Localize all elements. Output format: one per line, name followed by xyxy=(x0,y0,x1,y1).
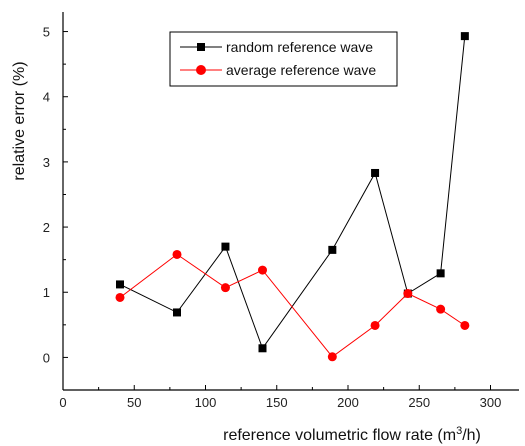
x-tick-label: 50 xyxy=(127,395,141,410)
y-tick-label: 2 xyxy=(43,220,50,235)
series-random xyxy=(116,32,469,353)
legend-marker-random xyxy=(197,43,205,51)
data-point xyxy=(172,249,182,259)
y-tick-label: 4 xyxy=(43,90,50,105)
x-axis-title-main: reference volumetric flow rate (m xyxy=(223,427,456,444)
y-tick-label: 1 xyxy=(43,285,50,300)
data-point xyxy=(221,242,230,251)
x-axis-title-sup: 3 xyxy=(456,425,462,437)
data-point xyxy=(328,245,337,254)
data-point xyxy=(173,308,181,317)
data-point xyxy=(327,352,337,362)
data-point xyxy=(403,289,413,299)
legend-box xyxy=(169,31,398,87)
series-average xyxy=(115,249,470,362)
legend: random reference wave average reference … xyxy=(169,31,398,87)
x-axis-title-tail: /h) xyxy=(462,427,481,444)
x-tick-label: 150 xyxy=(266,395,288,410)
x-tick-label: 300 xyxy=(480,395,502,410)
x-tick-label: 250 xyxy=(408,395,430,410)
legend-label-average: average reference wave xyxy=(226,62,376,78)
data-point xyxy=(460,32,469,41)
x-axis-title: reference volumetric flow rate (m3/h) xyxy=(223,425,481,444)
data-point xyxy=(436,269,445,278)
y-tick-label: 3 xyxy=(43,155,50,170)
legend-marker-average xyxy=(196,65,206,75)
y-tick-label: 0 xyxy=(43,350,50,365)
y-axis-title: relative error (%) xyxy=(11,61,28,180)
x-tick-label: 100 xyxy=(195,395,217,410)
y-tick-label: 5 xyxy=(43,25,50,40)
data-point xyxy=(371,168,380,177)
data-point xyxy=(370,320,380,330)
data-point xyxy=(436,304,446,314)
ticks: 0 50 100 150 200 250 300 0 1 2 3 4 5 xyxy=(43,25,502,410)
legend-label-random: random reference wave xyxy=(226,39,373,55)
series-layer xyxy=(115,32,470,362)
data-point xyxy=(220,283,230,293)
x-tick-label: 200 xyxy=(337,395,359,410)
data-point xyxy=(460,320,470,330)
data-point xyxy=(258,344,267,353)
x-tick-label: 0 xyxy=(59,395,66,410)
axes xyxy=(62,12,519,391)
data-point xyxy=(115,292,125,302)
data-point xyxy=(258,265,267,275)
data-point xyxy=(116,280,124,289)
